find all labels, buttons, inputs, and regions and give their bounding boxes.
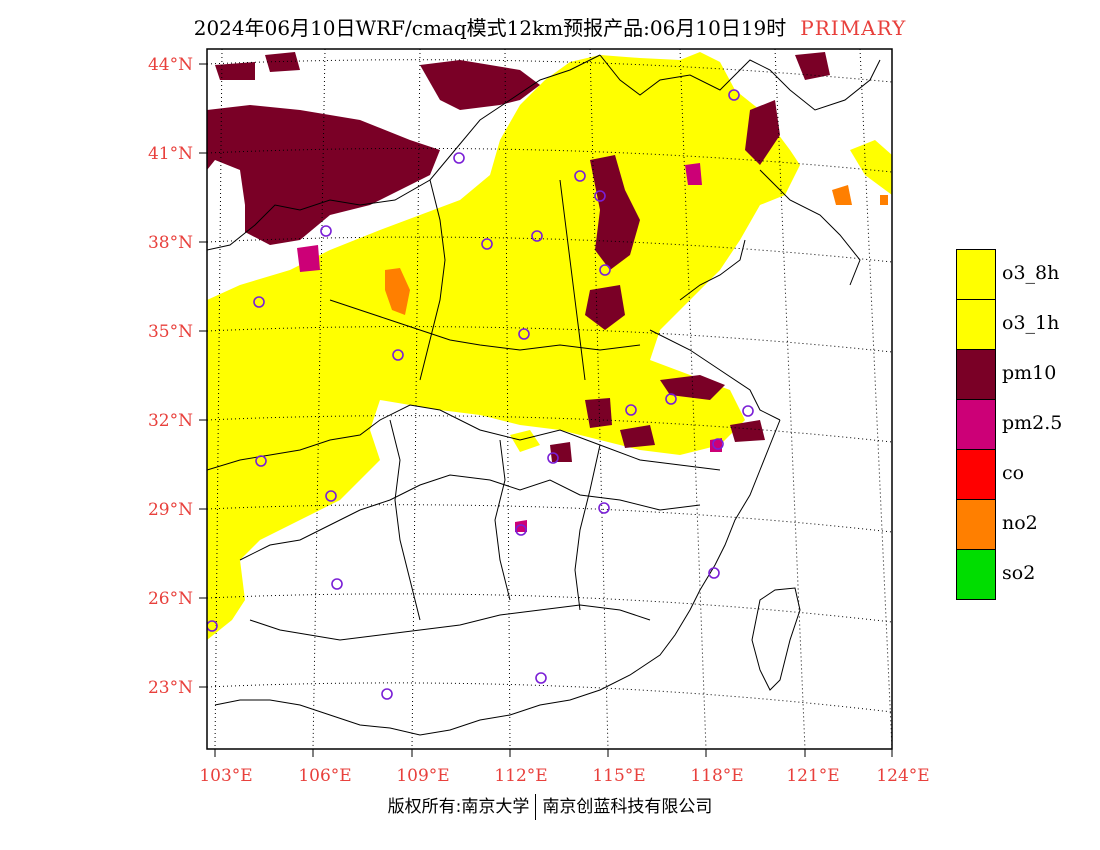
lon-label: 103°E xyxy=(199,766,252,786)
pm10-shandong xyxy=(585,285,625,330)
pm10-anhui xyxy=(585,398,612,428)
legend-swatch xyxy=(956,499,996,550)
lon-label: 115°E xyxy=(592,766,645,786)
no2-patch-a xyxy=(385,268,410,315)
map-title: 2024年06月10日WRF/cmaq模式12km预报产品:06月10日19时 P… xyxy=(0,12,1100,41)
legend-label: o3_1h xyxy=(1002,312,1060,334)
legend-swatch xyxy=(956,299,996,350)
legend-label: co xyxy=(1002,462,1025,484)
lat-label: 26°N xyxy=(148,589,193,609)
copyright-footer: 版权所有:南京大学 南京创蓝科技有限公司 xyxy=(0,792,1100,820)
pm10-northeast-a xyxy=(795,52,830,80)
no2-patch-c xyxy=(880,195,888,205)
title-tag: PRIMARY xyxy=(800,16,907,40)
legend-swatch xyxy=(956,549,996,600)
lat-label: 35°N xyxy=(148,322,193,342)
pm10-northeast-b xyxy=(745,100,780,165)
pm25-patch-a xyxy=(297,245,320,272)
footer-left: 版权所有:南京大学 xyxy=(387,797,530,817)
pm25-patch-d xyxy=(515,520,527,532)
legend-label: pm2.5 xyxy=(1002,412,1063,434)
legend-swatch xyxy=(956,449,996,500)
lat-label: 41°N xyxy=(148,144,193,164)
legend-label: o3_8h xyxy=(1002,262,1060,284)
lon-label: 106°E xyxy=(298,766,351,786)
pm10-central xyxy=(550,442,572,462)
legend-label: pm10 xyxy=(1002,362,1057,384)
pollutant-layer xyxy=(207,49,892,749)
lat-label: 32°N xyxy=(148,411,193,431)
legend-label: no2 xyxy=(1002,512,1038,534)
lon-label: 112°E xyxy=(494,766,547,786)
lat-label: 23°N xyxy=(148,678,193,698)
lat-label: 44°N xyxy=(148,55,193,75)
map-frame xyxy=(206,48,893,750)
pm10-top-b xyxy=(215,62,255,80)
footer-separator xyxy=(535,794,537,820)
no2-patch-b xyxy=(832,185,852,205)
legend-swatch xyxy=(956,249,996,300)
o3-south-patch xyxy=(510,430,540,452)
lat-label: 29°N xyxy=(148,500,193,520)
axis-ticks xyxy=(199,63,893,757)
title-main: 2024年06月10日WRF/cmaq模式12km预报产品:06月10日19时 xyxy=(193,16,787,40)
pm10-north xyxy=(420,60,540,110)
pm10-jiangxi xyxy=(730,420,765,442)
pm10-hubei xyxy=(620,425,655,448)
latitude-labels: 44°N 41°N 38°N 35°N 32°N 29°N 26°N 23°N xyxy=(148,55,193,698)
pm10-northwest xyxy=(207,105,440,245)
lat-label: 38°N xyxy=(148,233,193,253)
pm10-jiangsu xyxy=(660,375,725,400)
legend-swatch xyxy=(956,399,996,450)
lon-label: 124°E xyxy=(876,766,929,786)
pm25-patch-b xyxy=(685,163,702,185)
footer-right: 南京创蓝科技有限公司 xyxy=(542,797,713,817)
pm10-top-a xyxy=(265,52,300,72)
longitude-labels: 103°E 106°E 109°E 112°E 115°E 118°E 121°… xyxy=(199,766,929,786)
lon-label: 109°E xyxy=(396,766,449,786)
boundaries xyxy=(207,54,881,736)
station-markers xyxy=(207,89,754,700)
legend-swatch xyxy=(956,349,996,400)
graticule xyxy=(207,49,892,749)
o3-region xyxy=(207,52,800,640)
pm10-hebei xyxy=(590,155,640,270)
lon-label: 118°E xyxy=(690,766,743,786)
legend-label: so2 xyxy=(1002,562,1036,584)
lon-label: 121°E xyxy=(786,766,839,786)
o3-northeast-patch xyxy=(850,140,892,195)
